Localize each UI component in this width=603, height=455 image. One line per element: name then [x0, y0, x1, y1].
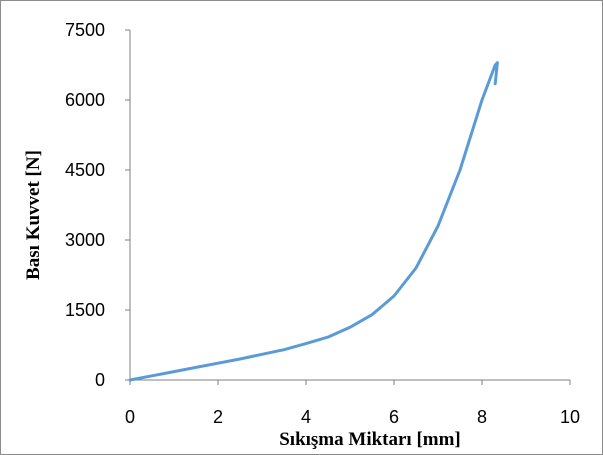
- y-tick-label: 7500: [65, 20, 105, 40]
- x-tick-label: 6: [389, 407, 399, 427]
- x-tick-label: 4: [301, 407, 311, 427]
- y-tick-label: 6000: [65, 90, 105, 110]
- y-tick-label: 3000: [65, 230, 105, 250]
- x-tick-label: 10: [560, 407, 580, 427]
- x-tick-label: 8: [477, 407, 487, 427]
- x-tick-label: 2: [213, 407, 223, 427]
- y-axis-title: Bası Kuvvet [N]: [23, 150, 44, 280]
- y-tick-label: 1500: [65, 300, 105, 320]
- x-tick-label: 0: [125, 407, 135, 427]
- x-axis-title: Sıkışma Miktarı [mm]: [279, 429, 461, 450]
- y-tick-label: 4500: [65, 160, 105, 180]
- x-tick-group: 0 2 4 6 8 10: [125, 380, 580, 427]
- series-line: [128, 61, 499, 382]
- y-tick-label: 0: [95, 370, 105, 390]
- y-tick-group: 0 1500 3000 4500 6000 7500: [65, 20, 130, 390]
